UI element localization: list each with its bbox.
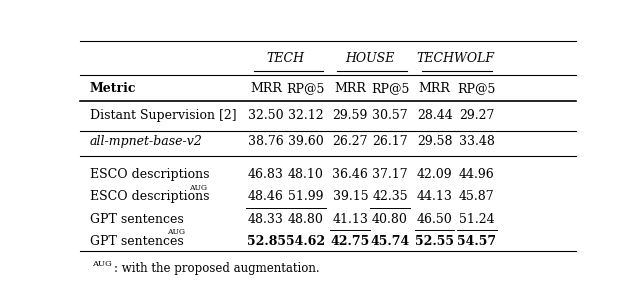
Text: MRR: MRR — [419, 82, 451, 95]
Text: 26.27: 26.27 — [333, 135, 368, 148]
Text: GPT sentences: GPT sentences — [90, 235, 184, 248]
Text: 26.17: 26.17 — [372, 135, 408, 148]
Text: 28.44: 28.44 — [417, 109, 452, 122]
Text: all-mpnet-base-v2: all-mpnet-base-v2 — [90, 135, 203, 148]
Text: 46.83: 46.83 — [248, 168, 284, 181]
Text: 52.55: 52.55 — [415, 235, 454, 248]
Text: 40.80: 40.80 — [372, 213, 408, 226]
Text: TECH: TECH — [267, 52, 305, 65]
Text: AUG: AUG — [189, 184, 207, 192]
Text: 42.09: 42.09 — [417, 168, 452, 181]
Text: 36.46: 36.46 — [332, 168, 368, 181]
Text: 48.46: 48.46 — [248, 190, 284, 203]
Text: 44.13: 44.13 — [417, 190, 452, 203]
Text: 29.59: 29.59 — [333, 109, 368, 122]
Text: ESCO descriptions: ESCO descriptions — [90, 168, 209, 181]
Text: RP@5: RP@5 — [287, 82, 325, 95]
Text: ESCO descriptions: ESCO descriptions — [90, 190, 209, 203]
Text: TECHWOLF: TECHWOLF — [417, 52, 495, 65]
Text: 52.85: 52.85 — [246, 235, 285, 248]
Text: 48.80: 48.80 — [288, 213, 324, 226]
Text: Distant Supervision [2]: Distant Supervision [2] — [90, 109, 237, 122]
Text: 30.57: 30.57 — [372, 109, 408, 122]
Text: 32.12: 32.12 — [288, 109, 323, 122]
Text: : with the proposed augmentation.: : with the proposed augmentation. — [114, 262, 319, 275]
Text: 44.96: 44.96 — [459, 168, 495, 181]
Text: 48.33: 48.33 — [248, 213, 284, 226]
Text: MRR: MRR — [250, 82, 282, 95]
Text: 45.87: 45.87 — [459, 190, 495, 203]
Text: 38.76: 38.76 — [248, 135, 284, 148]
Text: 29.58: 29.58 — [417, 135, 452, 148]
Text: 32.50: 32.50 — [248, 109, 284, 122]
Text: 48.10: 48.10 — [288, 168, 324, 181]
Text: 33.48: 33.48 — [459, 135, 495, 148]
Text: 39.60: 39.60 — [288, 135, 324, 148]
Text: 37.17: 37.17 — [372, 168, 408, 181]
Text: 51.24: 51.24 — [459, 213, 495, 226]
Text: 54.62: 54.62 — [286, 235, 325, 248]
Text: AUG: AUG — [166, 229, 184, 236]
Text: 41.13: 41.13 — [332, 213, 368, 226]
Text: 42.75: 42.75 — [331, 235, 370, 248]
Text: MRR: MRR — [334, 82, 366, 95]
Text: HOUSE: HOUSE — [346, 52, 395, 65]
Text: Metric: Metric — [90, 82, 136, 95]
Text: RP@5: RP@5 — [458, 82, 496, 95]
Text: 51.99: 51.99 — [288, 190, 323, 203]
Text: RP@5: RP@5 — [371, 82, 409, 95]
Text: 46.50: 46.50 — [417, 213, 452, 226]
Text: 29.27: 29.27 — [459, 109, 495, 122]
Text: AUG: AUG — [92, 260, 112, 268]
Text: 54.57: 54.57 — [457, 235, 497, 248]
Text: 45.74: 45.74 — [371, 235, 410, 248]
Text: 39.15: 39.15 — [333, 190, 368, 203]
Text: 42.35: 42.35 — [372, 190, 408, 203]
Text: GPT sentences: GPT sentences — [90, 213, 184, 226]
